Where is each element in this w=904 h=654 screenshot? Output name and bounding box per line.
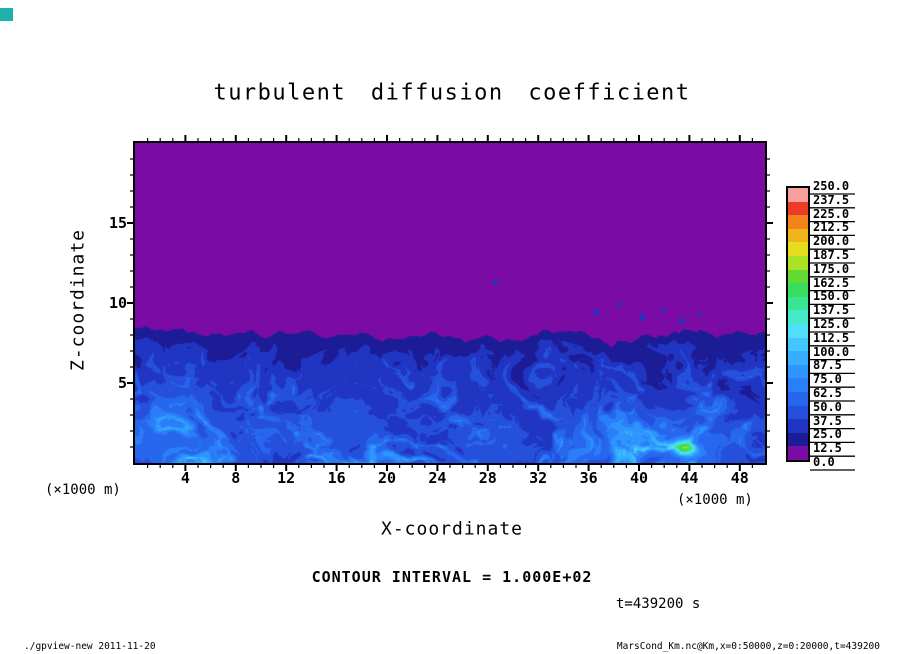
colorbar: [786, 186, 810, 462]
colorbar-tick-label: 150.0: [813, 289, 850, 304]
corner-mark: [0, 8, 13, 21]
y-tick-label: 15: [108, 214, 127, 232]
colorbar-cell: [788, 310, 808, 324]
colorbar-cell: [788, 391, 808, 406]
colorbar-tick-label: 37.5: [813, 413, 842, 428]
y-axis-unit: (×1000 m): [45, 482, 121, 498]
x-tick-label: 28: [478, 469, 497, 487]
colorbar-cell: [788, 419, 808, 433]
x-tick-label: 36: [579, 469, 598, 487]
x-axis-label: X-coordinate: [380, 518, 524, 540]
colorbar-cell: [788, 432, 808, 447]
x-tick-label: 12: [277, 469, 296, 487]
colorbar-cell: [788, 201, 808, 216]
colorbar-tick-label: 225.0: [813, 206, 850, 221]
colorbar-tick-label: 12.5: [813, 441, 842, 456]
colorbar-cell: [788, 255, 808, 270]
x-tick-label: 8: [231, 469, 241, 487]
colorbar-cell: [788, 364, 808, 379]
colorbar-tick-label: 25.0: [813, 427, 842, 442]
chart-title: turbulent diffusion coefficient: [213, 80, 691, 106]
y-tick-label: 10: [108, 294, 127, 312]
colorbar-cell: [788, 323, 808, 338]
x-tick-label: 32: [529, 469, 548, 487]
colorbar-cell: [788, 242, 808, 256]
y-tick-label: 5: [117, 374, 127, 392]
y-axis-label: Z-coordinate: [67, 228, 89, 372]
heatmap-canvas: [135, 143, 765, 463]
colorbar-tick-label: 87.5: [813, 358, 842, 373]
x-tick-label: 16: [327, 469, 346, 487]
colorbar-tick-label: 0.0: [813, 455, 835, 469]
colorbar-cell: [788, 405, 808, 420]
x-tick-label: 40: [629, 469, 649, 487]
colorbar-tick-label: 50.0: [813, 399, 842, 414]
footer-command: ./gpview-new 2011-11-20: [24, 641, 156, 652]
x-axis-unit: (×1000 m): [677, 492, 753, 508]
colorbar-tick-label: 237.5: [813, 192, 850, 207]
x-tick-label: 4: [180, 469, 190, 487]
x-tick-label: 44: [680, 469, 699, 487]
colorbar-tick-label: 125.0: [813, 317, 850, 331]
colorbar-cell: [788, 296, 808, 311]
colorbar-tick-label: 187.5: [813, 248, 850, 262]
colorbar-tick-label: 100.0: [813, 344, 850, 359]
colorbar-tick-label: 112.5: [813, 330, 850, 345]
x-tick-label: 20: [377, 469, 397, 487]
colorbar-tick-label: 200.0: [813, 234, 850, 249]
time-label: t=439200 s: [616, 596, 701, 612]
colorbar-cell: [788, 446, 808, 460]
colorbar-tick-label: 75.0: [813, 372, 842, 387]
footer-source: MarsCond_Km.nc@Km,x=0:50000,z=0:20000,t=…: [616, 641, 880, 652]
colorbar-cell: [788, 215, 808, 229]
colorbar-tick-label: 162.5: [813, 275, 850, 290]
colorbar-tick-label: 62.5: [813, 386, 842, 400]
colorbar-tick-label: 250.0: [813, 179, 850, 193]
colorbar-cell: [788, 269, 808, 284]
colorbar-tick-label: 212.5: [813, 220, 850, 235]
colorbar-cell: [788, 351, 808, 365]
colorbar-cell: [788, 188, 808, 202]
colorbar-cell: [788, 228, 808, 243]
colorbar-tick-label: 137.5: [813, 303, 850, 318]
x-tick-label: 48: [730, 469, 749, 487]
colorbar-cell: [788, 378, 808, 392]
plot-area: [133, 141, 767, 465]
colorbar-cell: [788, 337, 808, 352]
x-tick-label: 24: [428, 469, 447, 487]
contour-interval-note: CONTOUR INTERVAL = 1.000E+02: [311, 568, 593, 586]
colorbar-tick-label: 175.0: [813, 261, 850, 276]
colorbar-cell: [788, 283, 808, 297]
